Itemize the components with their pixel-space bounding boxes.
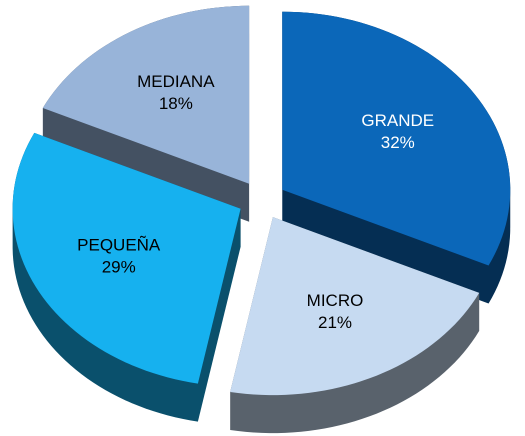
slice — [12, 132, 241, 384]
slice-label: MICRO — [307, 291, 364, 310]
slice-label: MEDIANA — [137, 72, 215, 91]
slice-label: GRANDE — [361, 111, 434, 130]
slice — [42, 5, 250, 184]
slice-label: PEQUEÑA — [77, 236, 161, 255]
slice — [282, 11, 511, 266]
slice-value: 29% — [102, 258, 136, 277]
slice-value: 32% — [381, 133, 415, 152]
slice — [230, 217, 480, 396]
slice-value: 21% — [318, 313, 352, 332]
slice-value: 18% — [159, 94, 193, 113]
